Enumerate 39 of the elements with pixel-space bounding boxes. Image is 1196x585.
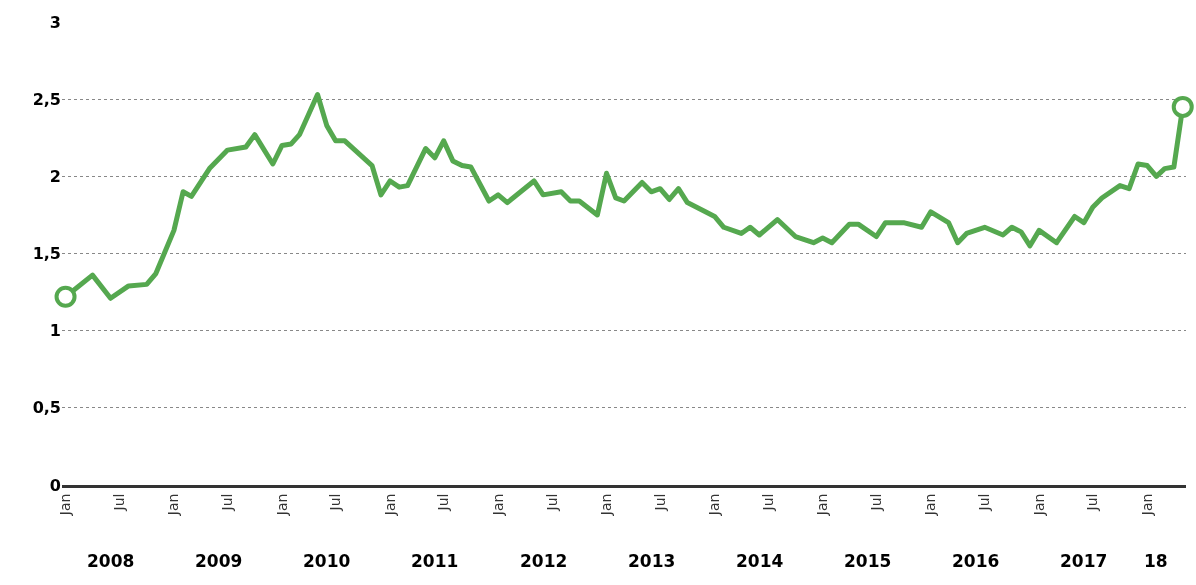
x-tick-label: Jan [273,493,290,517]
y-tick-label: 1,5 [32,244,61,264]
x-tick-label: Jul [759,493,776,512]
x-tick-label: Jan [922,493,939,517]
y-tick-label: 0,5 [32,398,61,418]
x2-tick-label: 18 [1144,551,1168,571]
x2-tick-label: 2011 [411,551,459,571]
x-tick-label: Jan [489,493,506,517]
x-tick-label: Jul [327,493,344,512]
x2-tick-label: 2012 [520,551,568,571]
x-tick-label: Jul [867,493,884,512]
x-tick-label: Jan [814,493,831,517]
x2-tick-label: 2010 [303,551,351,571]
x2-tick-label: 2014 [736,551,784,571]
x-tick-label: Jul [435,493,452,512]
x2-tick-label: 2017 [1060,551,1108,571]
x2-tick-label: 2016 [952,551,1000,571]
y-tick-label: 3 [49,12,61,32]
x-tick-label: Jul [543,493,560,512]
y-tick-label: 1 [49,321,61,341]
x-tick-label: Jul [976,493,993,512]
y-tick-label: 2 [49,166,61,186]
x-tick-label: Jan [598,493,615,517]
x-tick-label: Jul [110,493,127,512]
y-tick-label: 2,5 [32,89,61,109]
x-tick-label: Jul [651,493,668,512]
x-tick-label: Jan [1138,493,1155,517]
x-tick-label: Jan [706,493,723,517]
x-tick-label: Jan [1030,493,1047,517]
x2-tick-label: 2009 [195,551,243,571]
x2-tick-label: 2015 [844,551,892,571]
x-tick-label: Jan [165,493,182,517]
y-tick-label: 0 [49,475,61,495]
x-tick-label: Jul [219,493,236,512]
x-tick-label: Jan [57,493,74,517]
x-tick-label: Jan [381,493,398,517]
x-tick-label: Jul [1084,493,1101,512]
x2-tick-label: 2013 [628,551,676,571]
x2-tick-label: 2008 [87,551,135,571]
